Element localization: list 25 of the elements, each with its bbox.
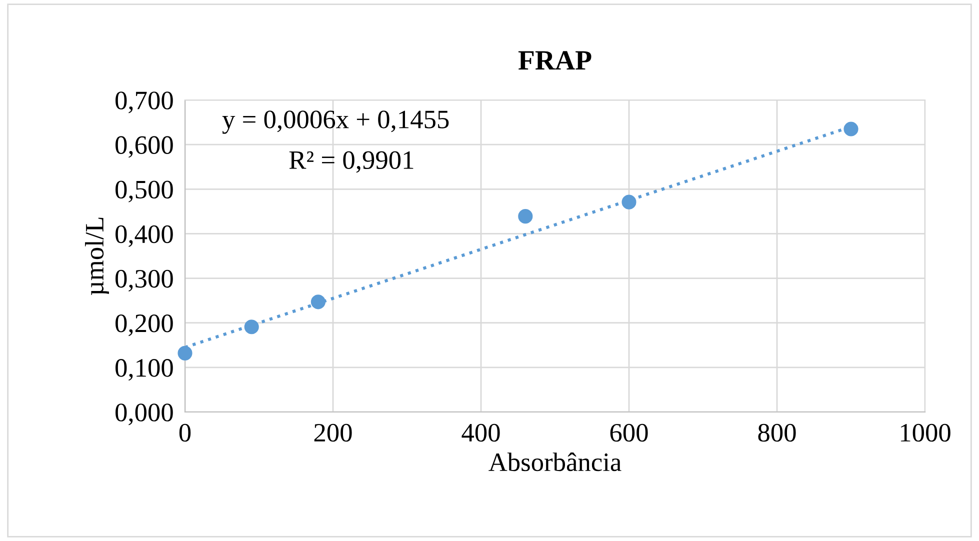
x-tick-label: 200 [314, 424, 352, 442]
y-axis-title: µmol/L [85, 218, 109, 296]
point [622, 194, 636, 210]
x-tick-label: 400 [462, 424, 500, 442]
x-tick-label: 1000 [900, 424, 950, 442]
x-tick-label: 800 [758, 424, 796, 442]
chart-title: FRAP [518, 51, 592, 70]
point [310, 294, 326, 310]
point [244, 320, 259, 334]
point [518, 209, 533, 224]
y-tick-label: 0,100 [116, 359, 173, 381]
y-tick-label: 0,500 [116, 180, 173, 202]
y-tick-label: 0,600 [116, 136, 173, 158]
x-tick-label: 0 [179, 424, 191, 442]
x-tick-label: 600 [610, 424, 648, 442]
annotation: y = 0,0006x + 0,1455 [222, 110, 449, 134]
y-tick-label: 0,400 [116, 225, 173, 247]
point [844, 122, 858, 136]
y-tick-label: 0,200 [116, 314, 173, 336]
point [178, 346, 192, 360]
y-tick-label: 0,000 [116, 404, 173, 426]
y-tick-label: 0,700 [116, 92, 173, 114]
x-axis-title: Absorbância [488, 452, 622, 472]
y-tick-label: 0,300 [116, 270, 173, 292]
annotation: R² = 0,9901 [289, 151, 414, 173]
